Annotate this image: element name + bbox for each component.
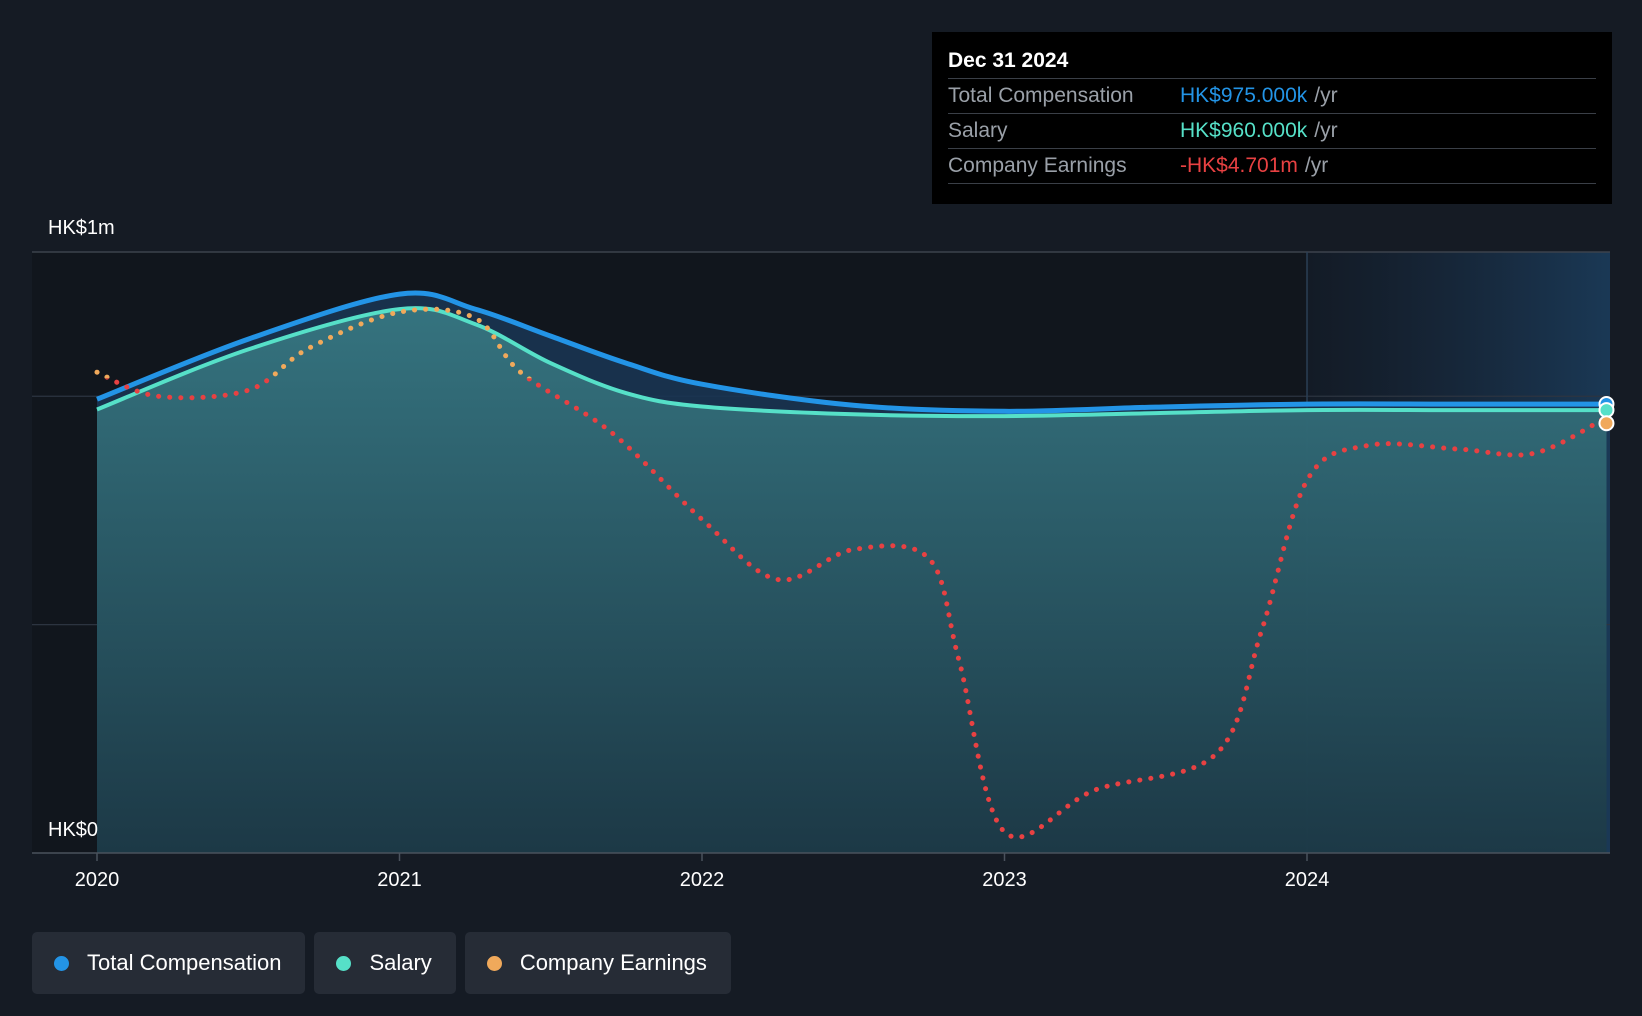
legend-label: Salary	[369, 950, 432, 975]
legend-label: Total Compensation	[87, 950, 282, 975]
x-tick-label: 2022	[680, 869, 725, 891]
tooltip-row-label: Total Compensation	[948, 84, 1134, 107]
tooltip-row-unit: /yr	[1314, 84, 1338, 107]
y-axis-min-label: HK$0	[48, 819, 98, 841]
legend-dot-icon	[486, 955, 502, 971]
legend-dot-icon	[54, 955, 69, 971]
earnings-positive-segment	[94, 306, 533, 379]
salary-area	[97, 308, 1607, 854]
tooltip-row-unit: /yr	[1304, 154, 1329, 177]
data-tooltip: Dec 31 2024 Total Compensation HK$975.000…	[932, 32, 1612, 204]
tooltip-row-value: -HK$4.701m	[1180, 154, 1298, 177]
tooltip-row-label: Company Earnings	[948, 154, 1127, 177]
legend-item-total-compensation[interactable]: Total Compensation	[32, 932, 306, 994]
tooltip-row-value: HK$960.000k	[1180, 119, 1308, 142]
total-compensation-line	[96, 290, 1607, 414]
x-tick-label: 2021	[377, 869, 422, 891]
x-tick-label: 2023	[982, 869, 1027, 891]
tooltip-row: Total Compensation HK$975.000k/yr	[948, 79, 1596, 114]
chart-legend: Total Compensation Salary Company Earnings	[32, 932, 731, 994]
x-axis-ticks: 2020 2021 2022 2023 2024	[75, 853, 1330, 891]
company-earnings-line	[94, 306, 1609, 840]
tooltip-row-unit: /yr	[1314, 119, 1338, 142]
tooltip-row: Salary HK$960.000k/yr	[948, 114, 1596, 149]
legend-dot-icon	[336, 955, 352, 971]
tooltip-date: Dec 31 2024	[948, 46, 1596, 79]
salary-line	[96, 306, 1607, 419]
tooltip-row-label: Salary	[948, 119, 1008, 142]
tooltip-row-value: HK$975.000k	[1180, 84, 1308, 107]
legend-item-salary[interactable]: Salary	[314, 932, 456, 994]
tooltip-row: Company Earnings -HK$4.701m/yr	[948, 149, 1596, 184]
x-tick-label: 2020	[75, 869, 120, 891]
legend-item-company-earnings[interactable]: Company Earnings	[464, 932, 731, 994]
series-end-markers	[1598, 396, 1615, 432]
earnings-end-marker	[1598, 415, 1615, 432]
legend-label: Company Earnings	[519, 950, 707, 975]
salary-end-marker	[1598, 402, 1615, 419]
x-tick-label: 2024	[1285, 869, 1330, 891]
y-axis-max-label: HK$1m	[48, 217, 115, 239]
